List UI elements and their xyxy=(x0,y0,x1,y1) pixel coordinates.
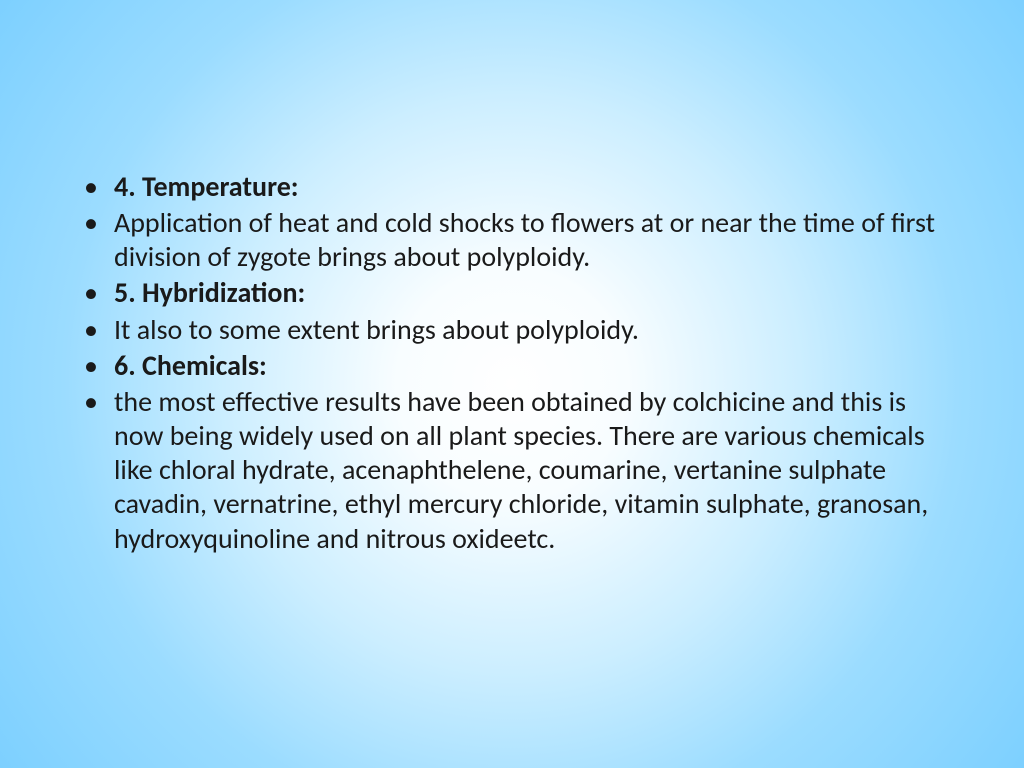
bullet-item: Application of heat and cold shocks to f… xyxy=(70,206,954,274)
bullet-list: 4. Temperature: Application of heat and … xyxy=(70,170,954,556)
bullet-text: 6. Chemicals: xyxy=(114,348,267,383)
bullet-item: 4. Temperature: xyxy=(70,170,954,204)
bullet-text: Application of heat and cold shocks to f… xyxy=(114,205,935,274)
bullet-item: 6. Chemicals: xyxy=(70,349,954,383)
bullet-item: the most effective results have been obt… xyxy=(70,385,954,556)
bullet-text: 5. Hybridization: xyxy=(114,275,305,310)
slide-container: 4. Temperature: Application of heat and … xyxy=(0,0,1024,768)
bullet-text: 4. Temperature: xyxy=(114,169,299,204)
bullet-item: It also to some extent brings about poly… xyxy=(70,313,954,347)
bullet-text: It also to some extent brings about poly… xyxy=(114,312,639,347)
bullet-item: 5. Hybridization: xyxy=(70,276,954,310)
bullet-text: the most effective results have been obt… xyxy=(114,384,928,556)
